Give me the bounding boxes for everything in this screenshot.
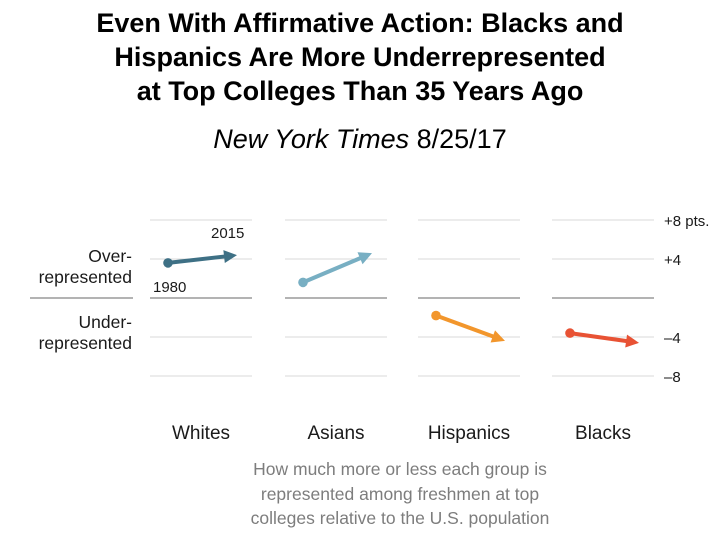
series-line-hispanics [434, 313, 495, 339]
arrow-head-whites [223, 250, 237, 264]
publication-name: New York Times [213, 124, 410, 154]
y-tick-label: +4 [664, 252, 681, 269]
category-label: Asians [307, 423, 364, 444]
series-line-asians [301, 256, 363, 285]
band-label-over: represented [39, 267, 132, 287]
band-label-over: Over- [88, 246, 132, 266]
category-label: Whites [172, 423, 230, 444]
start-point-blacks [565, 328, 575, 338]
band-label-under: represented [39, 333, 132, 353]
y-tick-label: –4 [664, 330, 681, 347]
publication-date: 8/25/17 [416, 124, 507, 154]
caption-line: represented among freshmen at top [260, 483, 540, 504]
arrow-head-blacks [625, 334, 639, 348]
source-line: New York Times 8/25/17 [0, 122, 720, 156]
year-label-start: 1980 [153, 279, 186, 296]
band-label-under: Under- [79, 312, 133, 332]
start-point-hispanics [431, 310, 441, 321]
series-line-whites [166, 254, 227, 265]
arrow-head-hispanics [490, 330, 505, 343]
y-tick-label: +8 pts. [664, 213, 709, 230]
chart-caption: How much more or less each group is repr… [210, 457, 590, 531]
category-label: Hispanics [428, 423, 510, 444]
y-tick-label: –8 [664, 369, 681, 386]
series-line-blacks [568, 331, 629, 344]
start-point-asians [298, 277, 308, 288]
caption-line: How much more or less each group is [253, 459, 547, 479]
title-line: Even With Affirmative Action: Blacks and [96, 8, 624, 38]
title-line: Hispanics Are More Underrepresented [114, 42, 606, 72]
arrow-head-asians [357, 252, 372, 265]
title-line: at Top Colleges Than 35 Years Ago [136, 76, 584, 106]
start-point-whites [163, 258, 173, 268]
caption-line: colleges relative to the U.S. population [250, 508, 550, 528]
year-label-end: 2015 [211, 225, 244, 242]
category-label: Blacks [575, 423, 631, 444]
chart-title: Even With Affirmative Action: Blacks and… [0, 6, 720, 108]
